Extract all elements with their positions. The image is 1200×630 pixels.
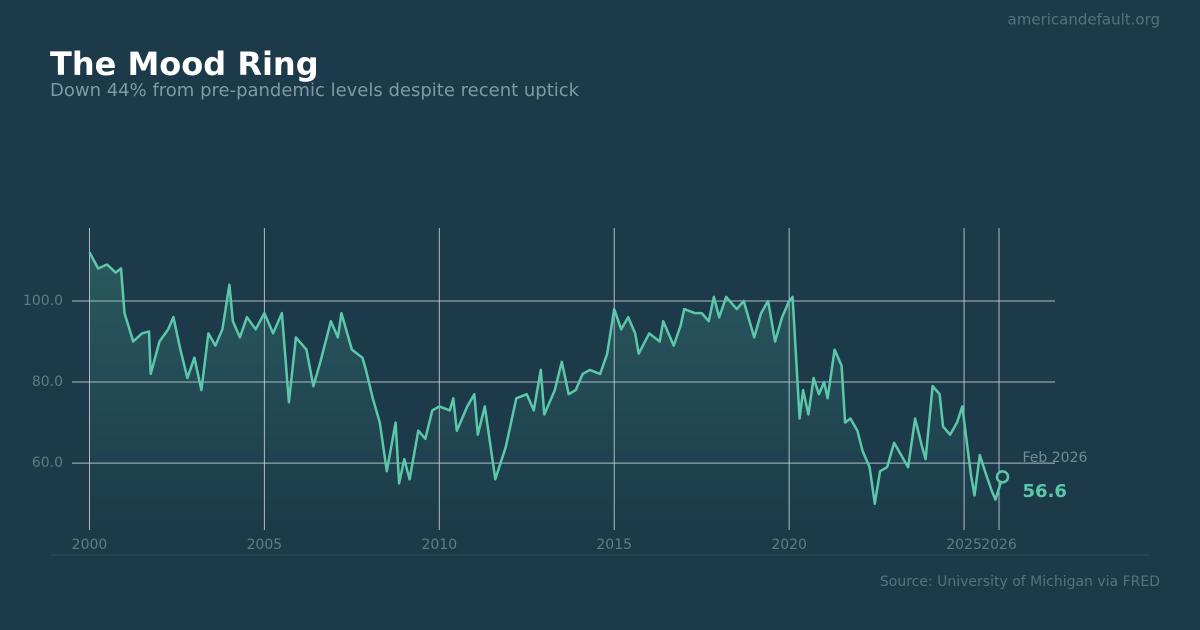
site-name: americandefault.org	[1008, 11, 1160, 29]
x-tick-label: 2005	[247, 537, 283, 553]
line	[88, 251, 1004, 505]
chart-title: The Mood Ring	[50, 45, 319, 83]
chart-subtitle: Down 44% from pre-pandemic levels despit…	[50, 80, 580, 101]
area	[89, 252, 1003, 531]
x-tick-label: 2010	[421, 537, 457, 553]
annotation-value: 56.6	[1023, 481, 1067, 502]
y-tick-label: 60.0	[32, 455, 63, 471]
x-tick-label: 2015	[596, 537, 632, 553]
x-tick-label: 2025	[946, 537, 982, 553]
y-tick-label: 100.0	[23, 293, 63, 309]
annotation-date: Feb 2026	[1023, 450, 1088, 466]
plot-area: 60.0 80.0 100.0 2000 2005 2010 2015 2020 2025 202…	[23, 228, 1088, 553]
x-tick-label: 2020	[771, 537, 807, 553]
last-point	[995, 470, 1010, 484]
x-tick-label: 2026	[981, 537, 1017, 553]
source-note: Source: University of Michigan via FRED	[880, 574, 1160, 590]
x-tick-label: 2000	[72, 537, 108, 553]
y-tick-label: 80.0	[32, 374, 63, 390]
